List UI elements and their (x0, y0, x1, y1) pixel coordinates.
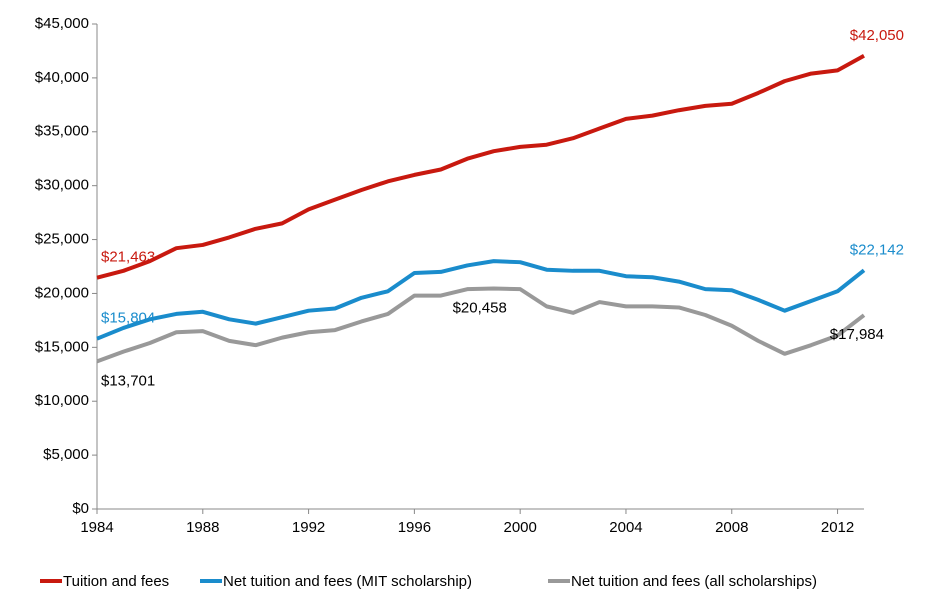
y-tick-label: $5,000 (43, 446, 89, 463)
value-label: $20,458 (453, 299, 507, 316)
x-tick-label: 2008 (715, 519, 748, 536)
series-line (96, 286, 866, 364)
x-tick-label: 1988 (186, 519, 219, 536)
x-tick-label: 2000 (503, 519, 536, 536)
value-label: $22,142 (850, 241, 904, 258)
y-tick-label: $45,000 (35, 15, 89, 32)
value-label: $17,984 (830, 326, 884, 343)
x-tick-label: 1984 (80, 519, 113, 536)
legend-label: Net tuition and fees (MIT scholarship) (223, 573, 472, 590)
y-tick-label: $30,000 (35, 177, 89, 194)
y-tick-label: $25,000 (35, 231, 89, 248)
y-tick-label: $0 (72, 500, 89, 517)
value-label: $21,463 (101, 249, 155, 266)
x-tick-label: 1996 (398, 519, 431, 536)
y-tick-label: $10,000 (35, 392, 89, 409)
value-label: $42,050 (850, 27, 904, 44)
x-tick-label: 2012 (821, 519, 854, 536)
x-tick-label: 1992 (292, 519, 325, 536)
y-tick-label: $40,000 (35, 69, 89, 86)
y-tick-label: $20,000 (35, 284, 89, 301)
series-line (96, 259, 866, 341)
y-tick-label: $35,000 (35, 123, 89, 140)
y-tick-label: $15,000 (35, 338, 89, 355)
value-label: $15,804 (101, 310, 155, 327)
legend-label: Net tuition and fees (all scholarships) (571, 573, 817, 590)
x-tick-label: 2004 (609, 519, 642, 536)
legend-label: Tuition and fees (63, 573, 169, 590)
series-line (96, 54, 865, 280)
value-label: $13,701 (101, 372, 155, 389)
